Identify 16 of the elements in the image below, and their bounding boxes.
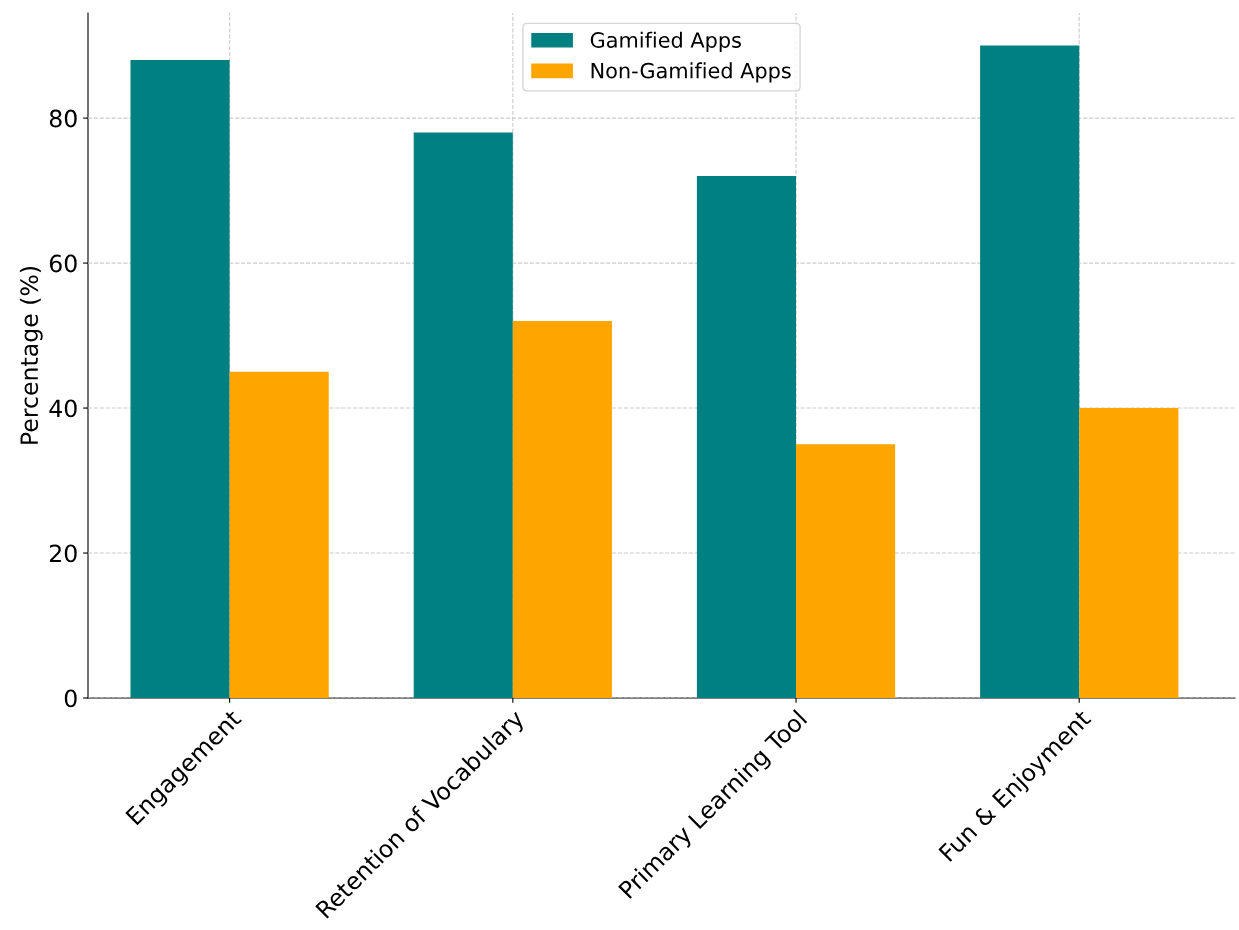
- bar: [130, 60, 230, 698]
- y-axis-title: Percentage (%): [19, 266, 43, 444]
- legend-label: Gamified Apps: [590, 31, 741, 52]
- bar: [796, 444, 896, 698]
- y-tick-label: 40: [49, 399, 77, 418]
- y-tick-label: 20: [49, 544, 77, 563]
- bar: [229, 371, 329, 698]
- y-tick-label: 0: [64, 689, 77, 708]
- bar: [980, 45, 1080, 698]
- legend-label: Non-Gamified Apps: [591, 62, 791, 83]
- bar: [512, 321, 612, 698]
- bar: [696, 176, 797, 698]
- y-tick-label: 80: [49, 109, 77, 128]
- bar: [1079, 408, 1179, 698]
- y-tick-label: 60: [49, 254, 77, 273]
- bar: [413, 132, 513, 698]
